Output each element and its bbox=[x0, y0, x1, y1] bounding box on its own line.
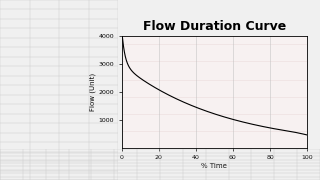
Y-axis label: Flow (Unit): Flow (Unit) bbox=[89, 73, 96, 111]
Title: Flow Duration Curve: Flow Duration Curve bbox=[143, 21, 286, 33]
X-axis label: % Time: % Time bbox=[202, 163, 227, 169]
